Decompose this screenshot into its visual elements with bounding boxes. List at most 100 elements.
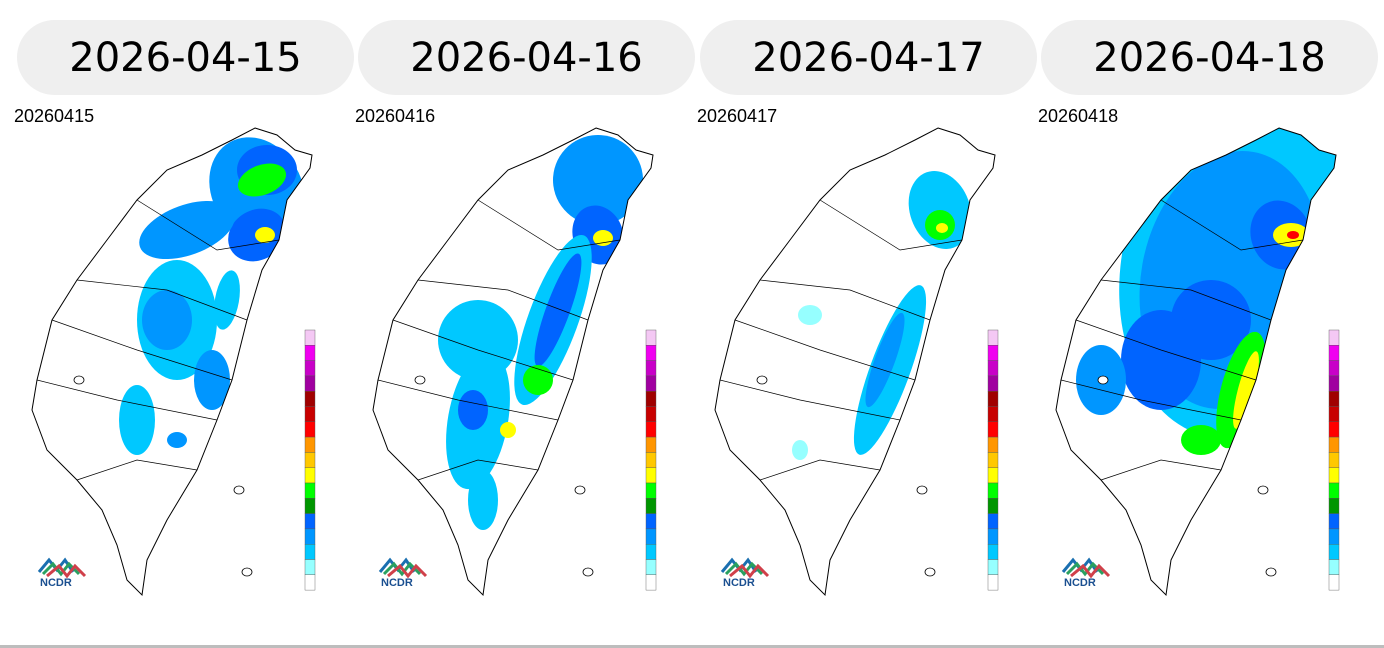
rainfall-area [865, 312, 905, 408]
county-boundary [477, 199, 621, 251]
legend-swatch [1328, 375, 1340, 392]
rainfall-area [458, 390, 488, 430]
island [916, 485, 928, 495]
county-boundary [417, 279, 589, 321]
ncdr-logo: NCDR [1061, 557, 1111, 589]
legend-swatch [987, 360, 999, 377]
county-boundary [392, 319, 574, 381]
rainfall-area [1181, 425, 1221, 455]
legend-swatch [1328, 329, 1340, 346]
county-boundary [1100, 279, 1272, 321]
rainfall-area [500, 422, 516, 438]
legend-swatch [1328, 391, 1340, 407]
county-boundary [1100, 459, 1222, 481]
legend-swatch [987, 498, 999, 514]
rainfall-area [255, 227, 275, 243]
svg-text:NCDR: NCDR [1064, 577, 1096, 589]
rainfall-area [553, 135, 643, 225]
legend-swatch [645, 345, 657, 361]
county-boundary [36, 379, 218, 421]
legend-swatch [645, 559, 657, 576]
legend-swatch [304, 329, 316, 346]
legend-swatch [304, 375, 316, 392]
ncdr-logo: NCDR [37, 557, 87, 589]
rainfall-map[interactable]: NCDR [358, 120, 699, 600]
county-boundary [76, 279, 248, 321]
legend-swatch [645, 375, 657, 392]
rainfall-map[interactable]: NCDR [700, 120, 1041, 600]
map-date-label: 20260418 [1038, 106, 1119, 126]
legend-swatch [1328, 452, 1340, 468]
legend-swatch [645, 391, 657, 407]
legend-swatch [987, 574, 999, 591]
map-date-label: 20260417 [697, 106, 778, 126]
legend-swatch [1328, 406, 1340, 423]
island [414, 375, 426, 385]
island [73, 375, 85, 385]
rainfall-area [798, 305, 822, 325]
legend-swatch [645, 544, 657, 560]
legend-swatch [645, 329, 657, 346]
svg-text:NCDR: NCDR [723, 577, 755, 589]
legend-swatch [304, 498, 316, 514]
ncdr-logo: NCDR [378, 557, 428, 589]
date-button[interactable]: 2026-04-16 [358, 20, 695, 95]
legend-swatch [304, 452, 316, 468]
legend-swatch [987, 406, 999, 423]
legend-swatch [304, 528, 316, 545]
taiwan-outline [372, 127, 654, 597]
rainfall-map[interactable]: NCDR [17, 120, 358, 600]
island [924, 567, 936, 577]
rainfall-area [237, 163, 287, 197]
date-button[interactable]: 2026-04-17 [700, 20, 1037, 95]
county-boundary [377, 379, 559, 421]
svg-text:NCDR: NCDR [381, 577, 413, 589]
legend-swatch [1328, 528, 1340, 545]
legend-swatch [987, 544, 999, 560]
county-boundary [719, 379, 901, 421]
legend-swatch [645, 360, 657, 377]
legend-swatch [645, 498, 657, 514]
island [582, 567, 594, 577]
county-boundary [136, 199, 280, 251]
county-boundary [1160, 199, 1304, 251]
date-button[interactable]: 2026-04-18 [1041, 20, 1378, 95]
island [233, 485, 245, 495]
legend-swatch [1328, 436, 1340, 453]
legend-swatch [987, 559, 999, 576]
forecast-panel: 2026-04-16 20260416 NCDR [355, 0, 699, 645]
legend-swatch [987, 452, 999, 468]
legend-swatch [645, 421, 657, 438]
island [574, 485, 586, 495]
legend-swatch [1328, 559, 1340, 576]
rainfall-area [1121, 310, 1201, 410]
taiwan-outline [714, 127, 996, 597]
legend-swatch [1328, 345, 1340, 361]
county-boundary [51, 319, 233, 381]
bottom-divider [0, 645, 1384, 648]
county-boundary [1075, 319, 1257, 381]
legend-swatch [304, 436, 316, 453]
rainfall-area [936, 223, 948, 233]
legend-swatch [1328, 360, 1340, 377]
legend-swatch [987, 528, 999, 545]
legend-swatch [1328, 513, 1340, 530]
taiwan-land [715, 128, 995, 595]
legend-swatch [645, 452, 657, 468]
taiwan-outline [1055, 127, 1337, 597]
rainfall-area [167, 432, 187, 448]
legend-swatch [645, 436, 657, 453]
county-boundary [819, 199, 963, 251]
legend-swatch [304, 559, 316, 576]
legend-swatch [304, 544, 316, 560]
rainfall-area [139, 200, 235, 260]
rainfall-area [534, 253, 582, 367]
rainfall-map[interactable]: NCDR [1041, 120, 1382, 600]
ncdr-logo: NCDR [720, 557, 770, 589]
date-button[interactable]: 2026-04-15 [17, 20, 354, 95]
legend-swatch [987, 329, 999, 346]
legend-swatch [304, 513, 316, 530]
map-date-label: 20260415 [14, 106, 95, 126]
legend-swatch [304, 467, 316, 484]
forecast-panel: 2026-04-18 20260418 NCDR [1038, 0, 1382, 645]
